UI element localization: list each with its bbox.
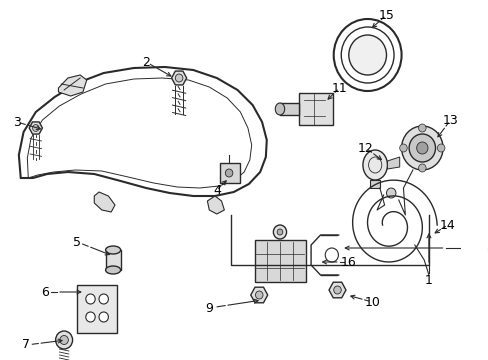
Bar — [219, 163, 240, 183]
Circle shape — [255, 291, 263, 299]
Polygon shape — [171, 71, 186, 85]
Text: 5: 5 — [73, 235, 81, 248]
Polygon shape — [328, 282, 345, 298]
Bar — [280, 103, 298, 115]
Text: 16: 16 — [340, 256, 356, 269]
Circle shape — [436, 144, 444, 152]
Text: 1: 1 — [424, 274, 432, 287]
Text: 3: 3 — [13, 116, 21, 129]
Text: 11: 11 — [331, 81, 346, 95]
Circle shape — [333, 286, 341, 294]
Text: 10: 10 — [364, 296, 380, 309]
Circle shape — [60, 336, 68, 345]
Circle shape — [85, 312, 95, 322]
Text: 4: 4 — [212, 184, 220, 197]
Ellipse shape — [105, 246, 121, 254]
Circle shape — [85, 294, 95, 304]
Ellipse shape — [362, 150, 386, 180]
Text: 9: 9 — [205, 302, 213, 315]
Circle shape — [325, 248, 338, 262]
Polygon shape — [250, 287, 267, 303]
Circle shape — [416, 142, 427, 154]
Circle shape — [277, 229, 282, 235]
Text: 14: 14 — [439, 219, 455, 231]
Text: 8: 8 — [485, 242, 488, 255]
Text: 7: 7 — [22, 338, 30, 351]
Ellipse shape — [105, 266, 121, 274]
Circle shape — [408, 134, 435, 162]
Circle shape — [418, 164, 425, 172]
Text: 12: 12 — [357, 141, 373, 154]
Circle shape — [99, 312, 108, 322]
Circle shape — [33, 125, 39, 131]
Text: 15: 15 — [378, 9, 394, 22]
Polygon shape — [386, 157, 399, 169]
Polygon shape — [207, 196, 224, 214]
Text: 2: 2 — [142, 55, 150, 68]
Circle shape — [399, 144, 407, 152]
Bar — [298, 93, 332, 125]
Bar — [370, 180, 379, 188]
Circle shape — [99, 294, 108, 304]
Bar — [105, 250, 121, 270]
Polygon shape — [94, 192, 115, 212]
Circle shape — [56, 331, 72, 349]
Polygon shape — [29, 122, 42, 134]
Text: 6: 6 — [41, 285, 49, 298]
Circle shape — [348, 35, 386, 75]
Circle shape — [175, 74, 183, 82]
Circle shape — [386, 188, 395, 198]
Text: 13: 13 — [442, 113, 458, 126]
Circle shape — [225, 169, 232, 177]
Circle shape — [418, 124, 425, 132]
Circle shape — [401, 126, 442, 170]
Circle shape — [273, 225, 286, 239]
Polygon shape — [59, 75, 86, 96]
Bar — [77, 285, 117, 333]
Ellipse shape — [275, 103, 284, 115]
Bar — [254, 240, 306, 282]
